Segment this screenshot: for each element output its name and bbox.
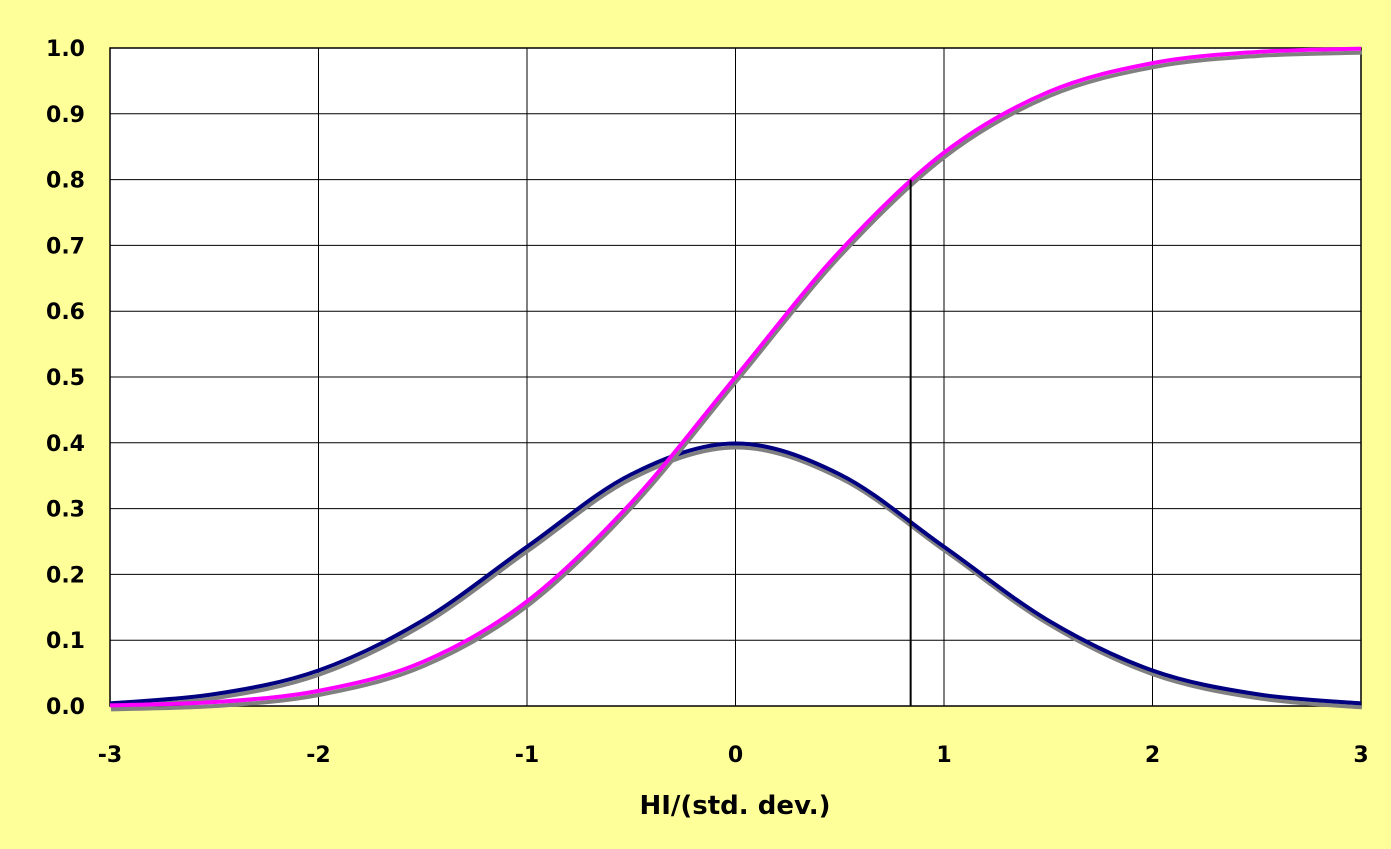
y-tick-label: 0.0 <box>46 695 85 720</box>
y-tick-label: 0.9 <box>46 103 85 128</box>
y-tick-label: 1.0 <box>46 37 85 62</box>
plot-border <box>109 47 1362 707</box>
series-layer <box>109 46 1363 712</box>
y-tick-label: 0.3 <box>46 498 85 523</box>
x-tick-label: 0 <box>728 743 743 768</box>
y-tick-label: 0.2 <box>46 563 85 588</box>
x-tick-label: -1 <box>515 743 539 768</box>
x-axis-title: HI/(std. dev.) <box>639 791 830 821</box>
series-shadow-1 <box>110 50 1363 712</box>
y-axis-ticks: 0.0 0.1 0.2 0.3 0.4 0.5 0.6 0.7 0.8 0.9 1.0 <box>46 37 85 720</box>
y-tick-label: 0.5 <box>46 366 85 391</box>
y-tick-label: 0.8 <box>46 169 85 194</box>
x-tick-label: 2 <box>1145 743 1160 768</box>
series-line-0 <box>109 441 1362 706</box>
x-tick-label: -3 <box>98 743 122 768</box>
x-tick-label: 1 <box>936 743 951 768</box>
series-line-1 <box>109 46 1362 708</box>
x-tick-label: 3 <box>1353 743 1368 768</box>
series-shadow-0 <box>110 445 1363 710</box>
y-tick-label: 0.7 <box>46 234 85 259</box>
y-tick-label: 0.1 <box>46 629 85 654</box>
y-tick-label: 0.4 <box>46 432 85 457</box>
y-tick-label: 0.6 <box>46 300 85 325</box>
x-tick-label: -2 <box>306 743 330 768</box>
x-axis-ticks: -3 -2 -1 0 1 2 3 <box>98 743 1369 768</box>
